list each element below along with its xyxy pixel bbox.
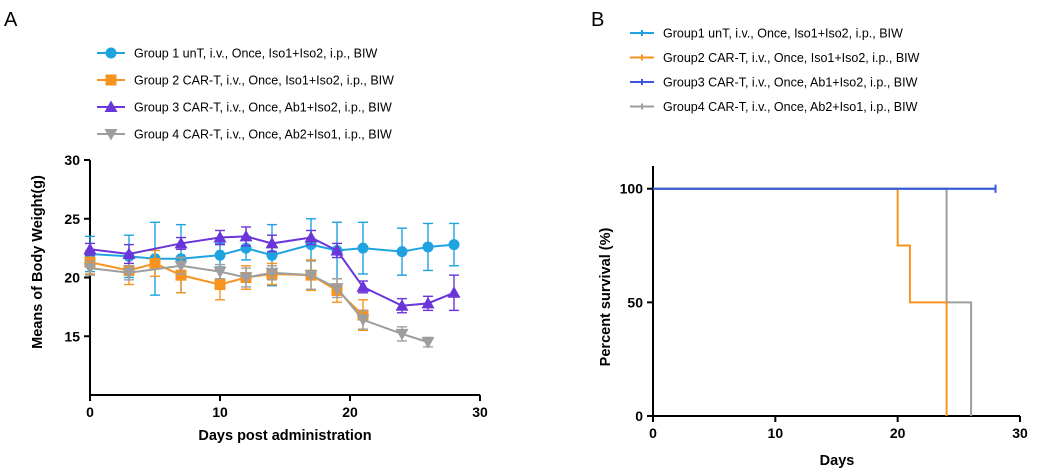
data-point xyxy=(122,267,136,280)
data-point xyxy=(265,236,279,249)
panel-a-x-axis-title: Days post administration xyxy=(198,428,371,444)
legend-entry-3: Group3 CAR-T, i.v., Once, Ab1+Iso2, i.p.… xyxy=(630,76,918,90)
panel-b-axes: 0 10 20 30 0 50 100 xyxy=(620,166,1028,441)
legend-entry-4: Group 4 CAR-T, i.v., Once, Ab2+Iso1, i.p… xyxy=(97,128,392,142)
data-point xyxy=(330,243,344,256)
panel-b-y-axis-title: Percent survival (%) xyxy=(598,228,614,367)
data-point xyxy=(239,272,253,284)
legend-label: Group1 unT, i.v., Once, Iso1+Iso2, i.p.,… xyxy=(663,27,903,41)
legend-entry-1: Group 1 unT, i.v., Once, Iso1+Iso2, i.p.… xyxy=(97,47,377,61)
legend-entry-4: Group4 CAR-T, i.v., Once, Ab2+Iso1, i.p.… xyxy=(630,100,918,114)
panel-b-x-tick-label: 30 xyxy=(1012,425,1028,441)
data-point xyxy=(304,231,318,243)
legend-label: Group 4 CAR-T, i.v., Once, Ab2+Iso1, i.p… xyxy=(134,128,392,142)
data-point xyxy=(175,269,187,281)
data-point xyxy=(304,270,318,282)
series-line xyxy=(89,264,429,344)
data-point xyxy=(448,239,460,251)
data-point xyxy=(396,246,408,258)
panel-b-y-tick-label: 0 xyxy=(635,408,643,424)
legend-entry-2: Group 2 CAR-T, i.v., Once, Iso1+Iso2, i.… xyxy=(97,74,394,88)
data-point xyxy=(422,241,434,253)
legend-label: Group 2 CAR-T, i.v., Once, Iso1+Iso2, i.… xyxy=(134,74,394,88)
data-point xyxy=(356,314,370,327)
legend-label: Group4 CAR-T, i.v., Once, Ab2+Iso1, i.p.… xyxy=(663,100,918,114)
data-point xyxy=(174,260,188,273)
panel-b-y-tick-label: 100 xyxy=(620,181,644,197)
data-point xyxy=(214,279,226,291)
panel-b-x-tick-label: 20 xyxy=(890,425,906,441)
data-point xyxy=(83,242,97,255)
panel-b-y-tick-label: 50 xyxy=(627,294,643,310)
legend-entry-1: Group1 unT, i.v., Once, Iso1+Iso2, i.p.,… xyxy=(630,27,903,41)
data-point xyxy=(421,337,435,349)
panel-b-legend: Group1 unT, i.v., Once, Iso1+Iso2, i.p.,… xyxy=(630,27,920,114)
legend-label: Group 3 CAR-T, i.v., Once, Ab1+Iso2, i.p… xyxy=(134,101,392,115)
panel-a-series-2 xyxy=(84,249,369,332)
data-point xyxy=(149,257,161,269)
legend-label: Group 1 unT, i.v., Once, Iso1+Iso2, i.p.… xyxy=(134,47,377,61)
legend-entry-2: Group2 CAR-T, i.v., Once, Iso1+Iso2, i.p… xyxy=(630,51,920,65)
data-point xyxy=(421,296,435,309)
series-line xyxy=(89,235,455,307)
legend-label: Group3 CAR-T, i.v., Once, Ab1+Iso2, i.p.… xyxy=(663,76,918,90)
panel-a-x-tick-label: 20 xyxy=(342,404,358,420)
data-point xyxy=(265,267,279,280)
panel-a-axes: 0 10 20 30 15 20 25 30 xyxy=(64,152,488,420)
data-point xyxy=(447,286,461,298)
data-point xyxy=(395,328,409,341)
panel-a-legend: Group 1 unT, i.v., Once, Iso1+Iso2, i.p.… xyxy=(97,47,394,142)
data-point xyxy=(330,283,344,295)
panel-a-y-tick-label: 30 xyxy=(64,152,80,168)
data-point xyxy=(356,280,370,292)
panel-a-series-3 xyxy=(83,226,461,314)
panel-a-series-4 xyxy=(83,256,435,349)
panel-a-body-weight-chart: A Group 1 unT, i.v., Once, Iso1+Iso2, i.… xyxy=(4,9,488,444)
panel-b-plot-area xyxy=(653,184,997,416)
panel-a-x-tick-label: 30 xyxy=(472,404,488,420)
legend-marker xyxy=(104,129,118,141)
legend-entry-3: Group 3 CAR-T, i.v., Once, Ab1+Iso2, i.p… xyxy=(97,100,392,115)
survival-curve-2 xyxy=(653,187,948,416)
panel-b-survival-chart: B Group1 unT, i.v., Once, Iso1+Iso2, i.p… xyxy=(591,9,1028,469)
data-point xyxy=(239,229,253,242)
data-point xyxy=(83,263,97,275)
panel-a-x-tick-label: 10 xyxy=(212,404,228,420)
data-point xyxy=(213,266,227,279)
panel-b-label: B xyxy=(591,9,604,31)
data-point xyxy=(357,242,369,254)
panel-a-y-tick-label: 20 xyxy=(64,270,80,286)
legend-marker xyxy=(104,100,118,112)
panel-b-x-tick-label: 0 xyxy=(649,425,657,441)
data-point xyxy=(213,231,227,243)
data-point xyxy=(122,247,136,259)
panel-b-x-tick-label: 10 xyxy=(768,425,784,441)
panel-a-label: A xyxy=(4,9,18,31)
legend-marker xyxy=(105,47,117,59)
data-point xyxy=(395,299,409,311)
panel-a-x-tick-label: 0 xyxy=(86,404,94,420)
panel-b-x-axis-title: Days xyxy=(820,453,855,469)
series-line xyxy=(89,261,364,316)
panel-a-y-tick-label: 25 xyxy=(64,211,80,227)
legend-marker xyxy=(105,74,117,86)
panel-a-plot-area xyxy=(83,218,461,349)
data-point xyxy=(174,236,188,249)
legend-label: Group2 CAR-T, i.v., Once, Iso1+Iso2, i.p… xyxy=(663,51,920,65)
data-point xyxy=(214,249,226,261)
panel-a-y-axis-title: Means of Body Weight(g) xyxy=(30,175,46,349)
data-point xyxy=(266,249,278,261)
panel-a-y-tick-label: 15 xyxy=(64,328,80,344)
